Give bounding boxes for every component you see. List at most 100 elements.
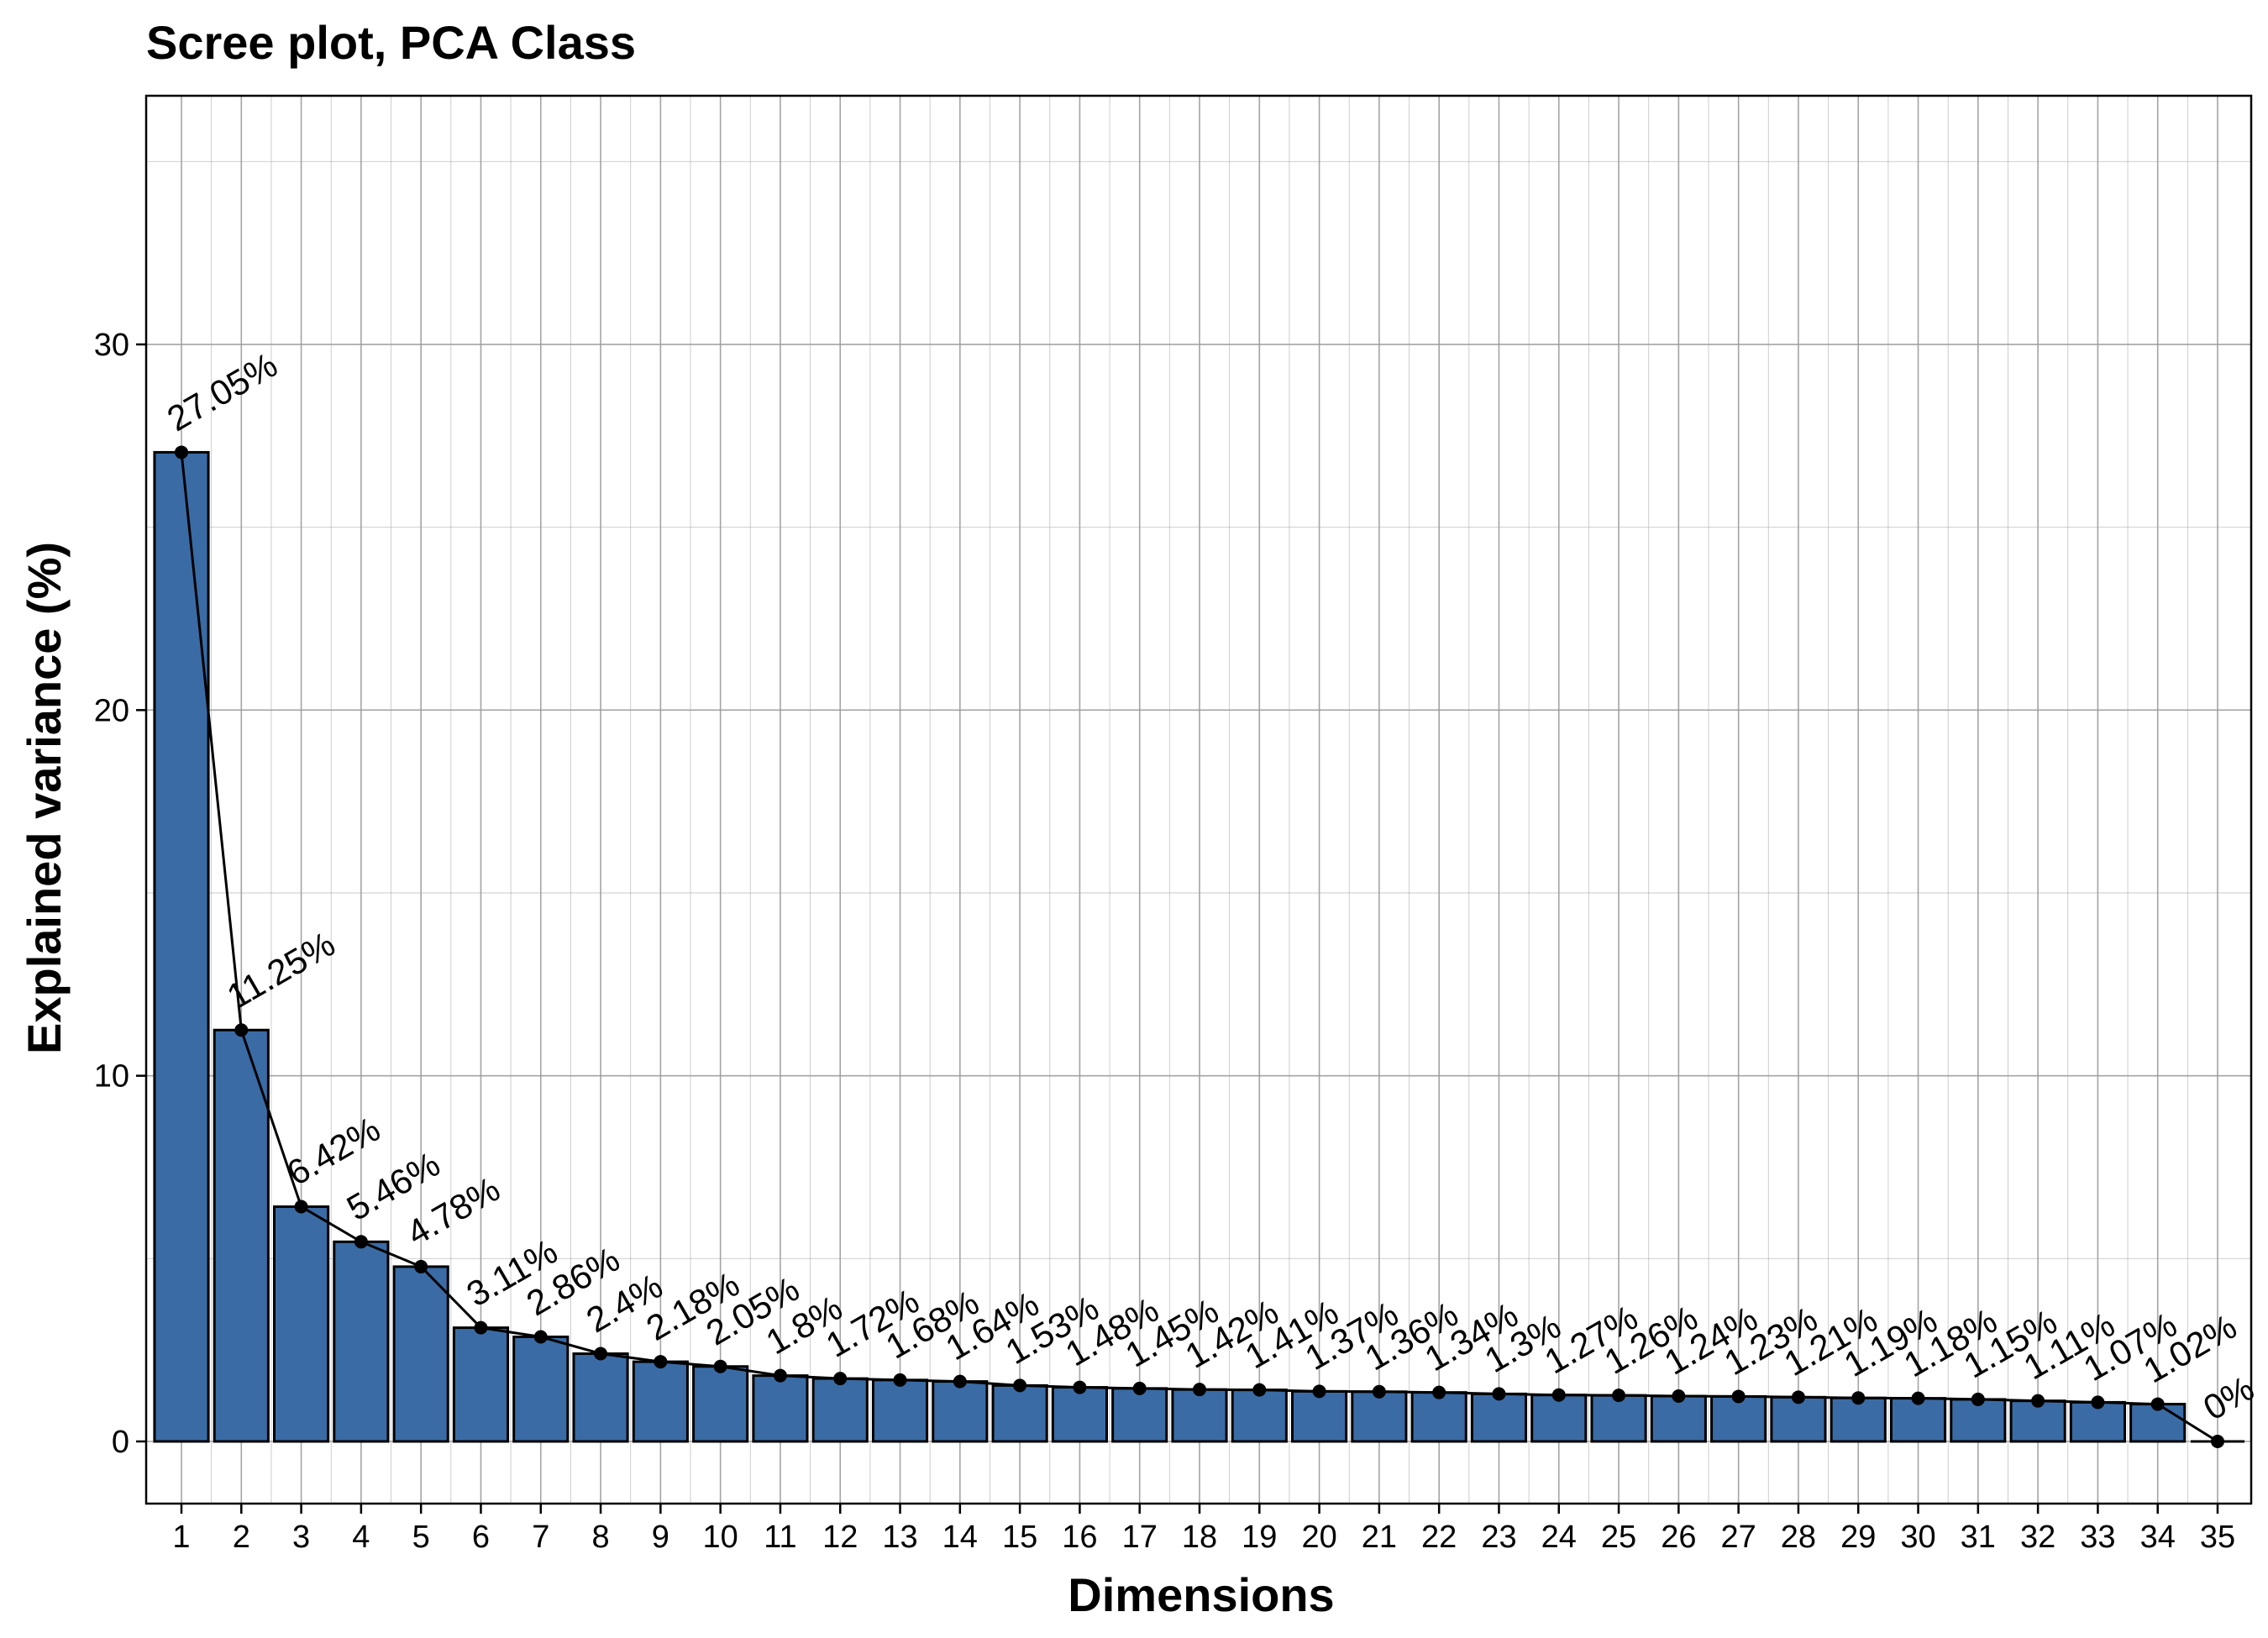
bar-9 bbox=[632, 1360, 689, 1443]
y-tick-label: 10 bbox=[94, 1059, 129, 1095]
point-30 bbox=[1911, 1391, 1925, 1405]
x-tick-label: 19 bbox=[1242, 1520, 1277, 1555]
point-13 bbox=[893, 1373, 907, 1387]
point-6 bbox=[474, 1320, 488, 1335]
point-11 bbox=[773, 1368, 787, 1383]
x-tick-label: 1 bbox=[172, 1520, 190, 1555]
point-26 bbox=[1672, 1389, 1686, 1404]
point-25 bbox=[1612, 1389, 1626, 1403]
bar-16 bbox=[1051, 1386, 1108, 1443]
x-tick-label: 9 bbox=[652, 1520, 669, 1555]
point-20 bbox=[1312, 1384, 1326, 1399]
x-tick-label: 35 bbox=[2200, 1520, 2235, 1555]
point-29 bbox=[1851, 1391, 1866, 1405]
x-tick-label: 3 bbox=[292, 1520, 310, 1555]
x-tick-label: 18 bbox=[1182, 1520, 1217, 1555]
point-4 bbox=[354, 1235, 368, 1249]
y-tick-label: 20 bbox=[94, 693, 129, 728]
x-tick-label: 10 bbox=[703, 1520, 738, 1555]
trend-line bbox=[175, 445, 2224, 1448]
point-17 bbox=[1132, 1381, 1147, 1395]
x-tick-label: 6 bbox=[472, 1520, 490, 1555]
point-12 bbox=[833, 1372, 848, 1386]
x-tick-label: 31 bbox=[1961, 1520, 1996, 1555]
point-10 bbox=[713, 1359, 727, 1373]
bar-6 bbox=[452, 1326, 510, 1443]
x-tick-label: 24 bbox=[1541, 1520, 1577, 1555]
x-tick-label: 17 bbox=[1122, 1520, 1158, 1555]
x-tick-label: 8 bbox=[591, 1520, 609, 1555]
bar-22 bbox=[1410, 1391, 1467, 1443]
point-24 bbox=[1551, 1388, 1566, 1402]
point-31 bbox=[1971, 1392, 1985, 1406]
point-34 bbox=[2150, 1397, 2165, 1411]
bar-7 bbox=[512, 1335, 570, 1443]
point-9 bbox=[654, 1355, 668, 1369]
bar-15 bbox=[991, 1383, 1048, 1443]
bar-14 bbox=[932, 1380, 989, 1443]
point-19 bbox=[1252, 1383, 1267, 1397]
x-tick-label: 34 bbox=[2140, 1520, 2176, 1555]
x-tick-label: 26 bbox=[1661, 1520, 1696, 1555]
bar-20 bbox=[1291, 1389, 1348, 1443]
point-1 bbox=[175, 445, 188, 459]
x-tick-label: 5 bbox=[412, 1520, 430, 1555]
point-5 bbox=[414, 1259, 428, 1273]
bar-31 bbox=[1950, 1398, 2007, 1443]
y-axis-label: Explained variance (%) bbox=[18, 542, 71, 1054]
plot-frame bbox=[144, 94, 2253, 1505]
y-tick-label: 0 bbox=[112, 1425, 129, 1460]
x-tick-label: 27 bbox=[1721, 1520, 1756, 1555]
point-18 bbox=[1193, 1383, 1206, 1397]
x-tick-label: 28 bbox=[1781, 1520, 1816, 1555]
x-tick-label: 32 bbox=[2020, 1520, 2055, 1555]
x-tick-label: 30 bbox=[1900, 1520, 1935, 1555]
x-tick-label: 16 bbox=[1062, 1520, 1097, 1555]
x-tick-label: 14 bbox=[942, 1520, 978, 1555]
data-labels: 27.05%11.25%6.42%5.46%4.78%3.11%2.86%2.4… bbox=[160, 344, 2260, 1427]
point-35 bbox=[2211, 1434, 2224, 1448]
chart-title: Scree plot, PCA Class bbox=[146, 16, 636, 69]
data-label-2: 11.25% bbox=[220, 924, 341, 1016]
point-16 bbox=[1073, 1380, 1087, 1394]
point-28 bbox=[1791, 1390, 1805, 1404]
x-tick-label: 23 bbox=[1481, 1520, 1516, 1555]
x-tick-label: 22 bbox=[1421, 1520, 1457, 1555]
x-axis-label: Dimensions bbox=[1068, 1568, 1334, 1621]
bar-8 bbox=[572, 1352, 629, 1443]
bar-4 bbox=[333, 1240, 390, 1443]
point-33 bbox=[2091, 1395, 2105, 1410]
bar-17 bbox=[1111, 1387, 1168, 1443]
bar-12 bbox=[811, 1377, 869, 1443]
bar-2 bbox=[213, 1028, 270, 1443]
bar-10 bbox=[692, 1365, 749, 1443]
bar-26 bbox=[1650, 1394, 1707, 1443]
point-3 bbox=[294, 1200, 308, 1214]
point-15 bbox=[1013, 1378, 1027, 1393]
x-tick-label: 25 bbox=[1601, 1520, 1636, 1555]
y-tick-label: 30 bbox=[94, 328, 129, 363]
grid bbox=[146, 96, 2251, 1504]
bar-13 bbox=[871, 1378, 929, 1443]
x-tick-label: 33 bbox=[2080, 1520, 2115, 1555]
bar-3 bbox=[273, 1205, 330, 1443]
x-tick-label: 7 bbox=[532, 1520, 549, 1555]
bars bbox=[153, 450, 2245, 1443]
point-2 bbox=[234, 1023, 249, 1037]
data-label-1: 27.05% bbox=[160, 344, 284, 438]
x-tick-label: 13 bbox=[882, 1520, 917, 1555]
point-22 bbox=[1432, 1385, 1446, 1399]
bar-34 bbox=[2129, 1403, 2187, 1443]
bar-5 bbox=[392, 1265, 449, 1443]
bar-30 bbox=[1889, 1397, 1947, 1443]
bar-25 bbox=[1590, 1394, 1647, 1443]
x-tick-label: 12 bbox=[822, 1520, 858, 1555]
point-32 bbox=[2031, 1394, 2045, 1408]
bar-23 bbox=[1470, 1392, 1528, 1443]
point-8 bbox=[594, 1347, 608, 1361]
bar-27 bbox=[1710, 1394, 1767, 1443]
x-tick-label: 21 bbox=[1362, 1520, 1397, 1555]
bar-18 bbox=[1171, 1388, 1228, 1443]
